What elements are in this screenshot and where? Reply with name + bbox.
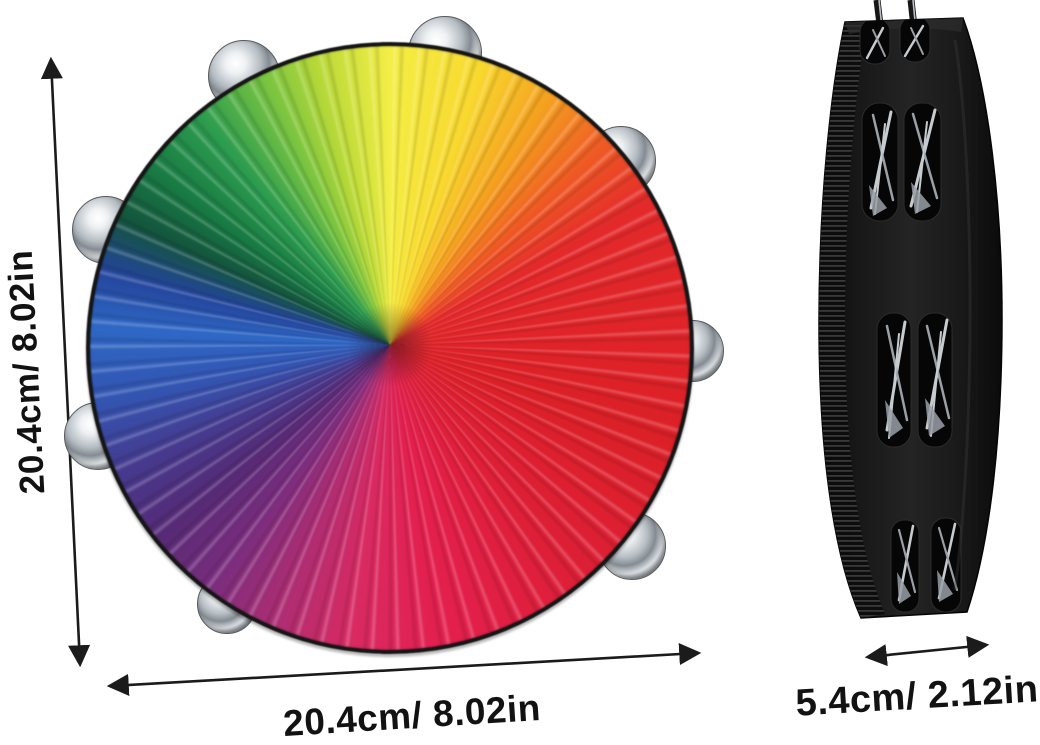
jingle-slots: [859, 18, 962, 613]
hoop-sheen: [953, 39, 972, 591]
tambourine-front-view: [64, 16, 724, 654]
tambourine-side-view: [818, 0, 1003, 619]
jingle-plates: [897, 522, 959, 604]
depth-dimension-line: [864, 635, 990, 667]
drum-head-swirl: [86, 42, 694, 654]
jingle-plates: [885, 318, 951, 439]
head-rim-ribbed-edge: [819, 22, 885, 618]
jingle-plates: [869, 108, 939, 216]
depth-dimension-label: 5.4cm/ 2.12in: [794, 668, 1040, 725]
jingle-plates: [865, 24, 925, 60]
